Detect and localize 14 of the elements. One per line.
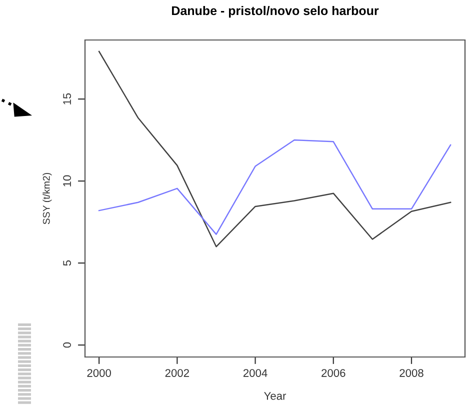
x-tick-label: 2004 — [243, 369, 268, 377]
chart-title: Danube - pristol/novo selo harbour — [172, 6, 379, 18]
x-tick-label: 2000 — [87, 369, 111, 377]
x-tick-label: 2002 — [165, 369, 189, 377]
y-tick-label: 10 — [63, 175, 71, 186]
x-tick-label: 2006 — [322, 369, 346, 377]
y-tick-label: 0 — [63, 342, 71, 348]
line-series — [98, 50, 452, 248]
line-series — [98, 139, 452, 235]
y-axis-title: SSY (t/km2) — [42, 172, 52, 224]
x-axis-title: Year — [264, 392, 286, 400]
y-tick-label: 15 — [63, 93, 71, 104]
y-tick-label: 5 — [63, 260, 71, 266]
x-tick-label: 2008 — [400, 369, 424, 377]
